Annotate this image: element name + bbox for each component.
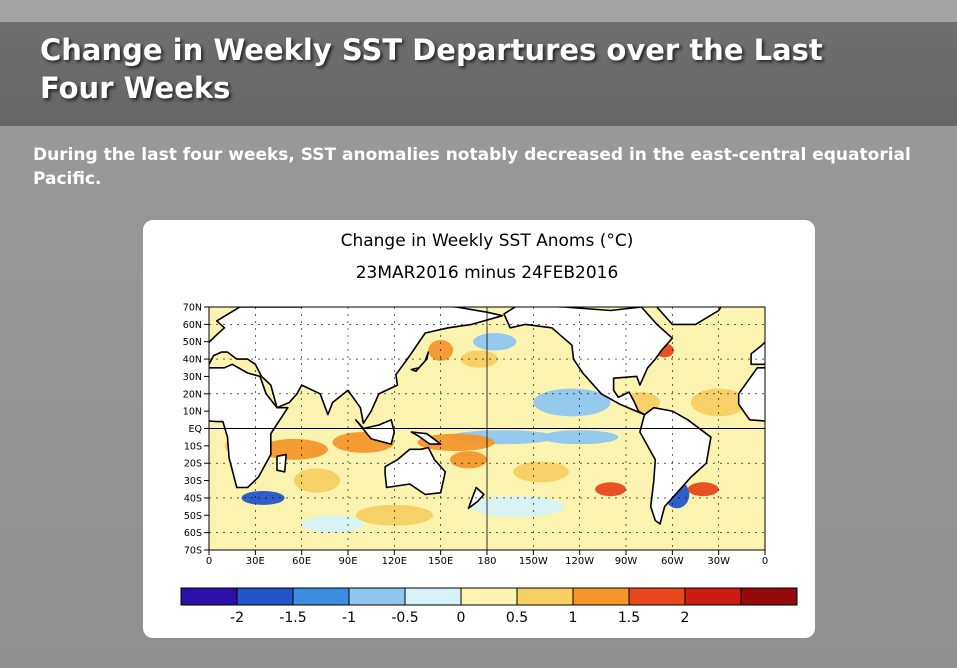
- slide-title: Change in Weekly SST Departures over the…: [40, 33, 823, 105]
- lon-label: 150W: [519, 556, 548, 567]
- sst-change-map: 70N 60N 50N 40N 30N 20N 10N EQ 10S 20S 30S 40S 50S 60…: [183, 303, 768, 568]
- anomaly-blob: [473, 333, 517, 351]
- continent: [410, 351, 430, 372]
- colorbar-labels: -2 -1.5 -1 -0.5 0 0.5 1 1.5 2: [230, 610, 689, 626]
- lon-label: 0: [206, 556, 212, 567]
- colorbar-label: -1: [342, 610, 356, 626]
- lon-label: 150E: [428, 556, 453, 567]
- map-subtitle: 23MAR2016 minus 24FEB2016: [356, 263, 619, 283]
- lon-label: 0: [762, 556, 768, 567]
- colorbar-swatch: [236, 587, 294, 606]
- continent: [384, 446, 447, 496]
- lon-label: 30E: [246, 556, 265, 567]
- anomaly-blob: [259, 438, 328, 460]
- colorbar-swatch: [348, 587, 406, 606]
- continents: [209, 307, 765, 525]
- colorbar-swatch: [628, 587, 686, 606]
- colorbar-swatch: [516, 587, 574, 606]
- anomaly-blob: [595, 482, 626, 497]
- colorbar-label: -0.5: [391, 610, 418, 626]
- continent: [656, 307, 722, 326]
- lon-label: 120W: [565, 556, 594, 567]
- lon-label: 90W: [615, 556, 638, 567]
- colorbar-label: 2: [681, 610, 690, 626]
- anomaly-blob: [448, 355, 619, 398]
- title-bar: [0, 22, 957, 126]
- anomaly-blob: [687, 482, 719, 497]
- lat-label: 20N: [183, 389, 202, 400]
- lon-label: 60E: [292, 556, 311, 567]
- lat-label: 40S: [184, 493, 202, 504]
- colorbar-swatch: [572, 587, 630, 606]
- colorbar-swatch: [684, 587, 742, 606]
- colorbar-swatch: [292, 587, 350, 606]
- lat-label: 40N: [183, 355, 202, 366]
- map-title: Change in Weekly SST Anoms (°C): [341, 231, 634, 251]
- lat-label: 60N: [183, 320, 202, 331]
- continent: [354, 419, 396, 445]
- colorbar: [180, 587, 798, 606]
- lat-label: 50S: [184, 511, 202, 522]
- colorbar-label: 0: [457, 610, 466, 626]
- colorbar-label: -1.5: [279, 610, 306, 626]
- anomaly-blob: [690, 388, 747, 417]
- latitude-labels: 70N 60N 50N 40N 30N 20N 10N EQ 10S 20S 30S 40S 50S 60…: [183, 303, 202, 557]
- lat-label: 30N: [183, 372, 202, 383]
- lon-label: 60W: [661, 556, 684, 567]
- continent: [276, 453, 287, 473]
- map-ticks: [204, 306, 766, 555]
- lon-label: 30W: [707, 556, 730, 567]
- lat-label: 70N: [183, 303, 202, 314]
- lon-label: 120E: [382, 556, 407, 567]
- anomaly-blob: [541, 430, 619, 445]
- anomaly-blob: [293, 468, 341, 493]
- continent: [737, 367, 765, 422]
- continent: [410, 431, 442, 445]
- lon-label: 180: [477, 556, 496, 567]
- colorbar-label: 0.5: [506, 610, 528, 626]
- anomaly-blob: [355, 504, 433, 526]
- sst-map-figure: Change in Weekly SST Anoms (°C) 23MAR201…: [180, 231, 798, 626]
- lat-label: EQ: [189, 424, 202, 435]
- slide-subtitle: During the last four weeks, SST anomalie…: [33, 145, 911, 189]
- lat-label: 70S: [184, 546, 202, 557]
- map-gridlines: [209, 307, 765, 550]
- continent: [750, 341, 765, 366]
- continent: [209, 363, 289, 489]
- lat-label: 10S: [184, 441, 202, 452]
- colorbar-swatch: [460, 587, 518, 606]
- lat-label: 50N: [183, 337, 202, 348]
- anomaly-blob: [513, 461, 569, 483]
- anomaly-blobs: [224, 333, 747, 533]
- anomaly-blob: [417, 433, 495, 452]
- longitude-labels: 0 30E 60E 90E 120E 150E 180 150W 120W 90W 60W 30W 0: [206, 556, 768, 567]
- colorbar-swatch: [740, 587, 798, 606]
- lon-label: 90E: [338, 556, 357, 567]
- lat-label: 10N: [183, 407, 202, 418]
- anomaly-blob: [241, 490, 285, 505]
- continent: [639, 406, 712, 525]
- colorbar-swatch: [180, 587, 238, 606]
- colorbar-label: 1: [569, 610, 578, 626]
- colorbar-label: 1.5: [618, 610, 640, 626]
- lat-label: 20S: [184, 459, 202, 470]
- top-strip: [0, 0, 957, 22]
- colorbar-label: -2: [230, 610, 244, 626]
- map-panel: Change in Weekly SST Anoms (°C) 23MAR201…: [143, 220, 815, 638]
- anomaly-blob: [533, 388, 611, 417]
- anomaly-blob: [460, 350, 498, 368]
- lat-label: 30S: [184, 476, 202, 487]
- anomaly-blob: [471, 496, 565, 518]
- colorbar-swatch: [404, 587, 462, 606]
- anomaly-blob: [301, 515, 364, 533]
- lat-label: 60S: [184, 528, 202, 539]
- anomaly-blob: [449, 451, 487, 469]
